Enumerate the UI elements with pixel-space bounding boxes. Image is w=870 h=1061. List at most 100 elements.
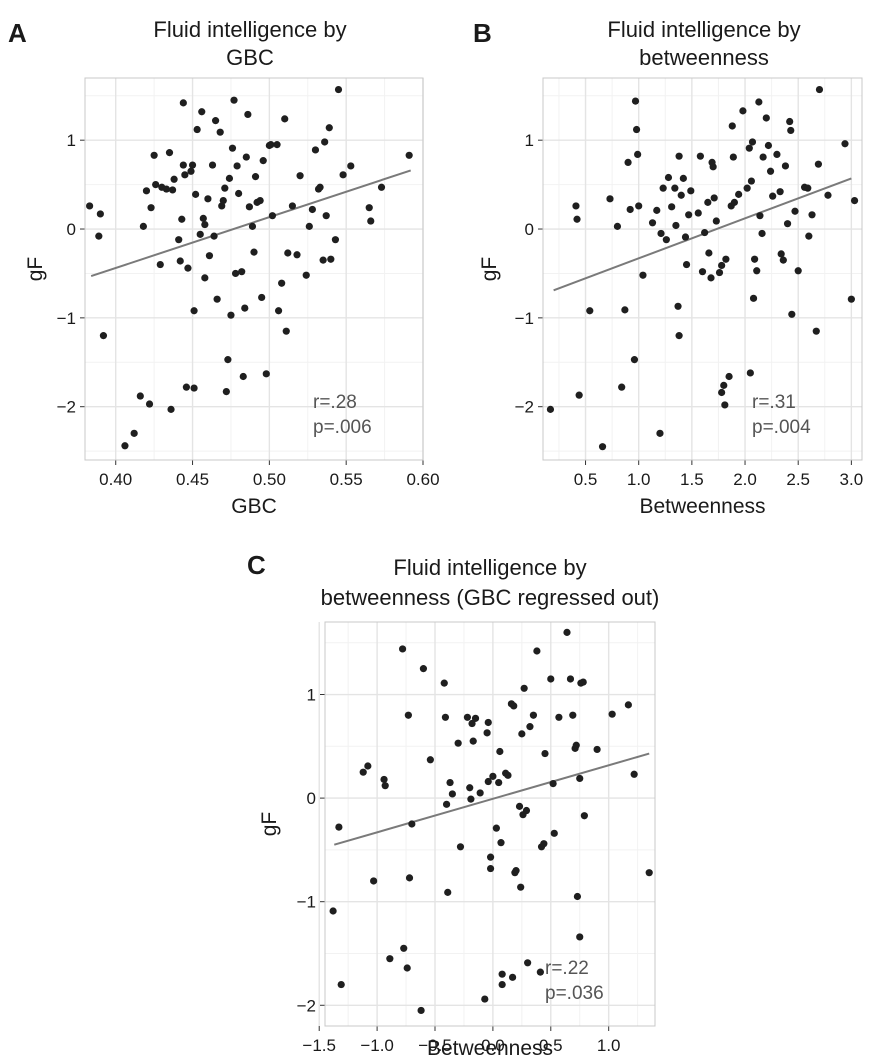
data-point [327,255,335,263]
data-point [497,839,505,847]
data-point [321,138,329,146]
data-point [190,384,198,392]
data-point [624,158,632,166]
data-point [805,232,813,240]
data-point [579,678,587,686]
data-point [701,228,709,237]
data-point [241,304,249,312]
data-point [426,756,434,764]
data-point [847,295,855,303]
x-tick-label: 2.0 [733,470,757,489]
data-point [751,255,759,263]
correlation-p: p=.004 [752,417,811,438]
data-point [273,141,281,149]
x-tick-label: 0.45 [176,470,209,489]
data-point [165,149,174,157]
data-point [630,770,638,778]
data-point [586,307,594,315]
data-point [463,713,472,721]
data-point [192,190,200,198]
data-point [467,795,475,803]
data-point [546,405,555,413]
y-tick-label: −2 [57,398,76,417]
data-point [274,307,283,315]
data-point [454,739,462,747]
data-point [476,789,484,797]
data-point [550,829,558,837]
data-point [204,195,212,203]
data-point [753,267,761,275]
data-point [606,195,614,203]
data-point [569,711,577,719]
y-tick-label: 0 [67,220,76,239]
data-point [707,274,715,282]
data-point [498,980,506,989]
x-axis-label: Betweenness [427,1037,553,1060]
data-point [517,883,525,891]
data-point [481,995,489,1003]
data-point [230,96,238,104]
data-point [496,747,504,756]
data-point [749,294,758,302]
data-point [547,675,555,683]
data-point [656,429,664,437]
data-point [347,162,355,170]
data-point [824,191,832,199]
y-tick-label: −2 [515,398,534,417]
data-point [510,702,518,710]
data-point [178,215,186,223]
data-point [781,162,790,170]
data-point [325,124,333,132]
data-point [145,400,154,408]
data-point [331,236,340,244]
data-point [167,405,175,413]
data-point [231,269,240,278]
x-tick-label: 3.0 [840,470,864,489]
data-point [850,196,859,205]
data-point [788,310,796,318]
data-point [745,144,753,152]
data-point [136,392,144,400]
panel-letter: C [247,550,266,580]
data-point [645,869,653,877]
data-point [512,867,520,875]
data-point [233,162,241,170]
x-axis-label: GBC [231,495,277,518]
data-point [687,187,695,195]
data-point [573,215,581,223]
data-point [367,217,375,225]
plot-frame [542,77,863,461]
data-point [456,843,465,851]
data-point [675,152,683,160]
data-point [244,110,252,119]
data-point [626,205,634,214]
correlation-r: r=.31 [752,392,796,413]
data-point [99,332,108,340]
data-point [664,173,673,182]
data-point [635,202,643,210]
data-point [705,249,713,257]
data-point [370,877,378,885]
y-axis-label: gF [258,812,281,837]
data-point [720,381,728,389]
data-point [267,141,275,149]
data-point [364,762,372,770]
x-axis-label: Betweenness [639,495,765,518]
x-tick-label: 0.5 [539,1036,563,1055]
data-point [722,255,730,263]
correlation-p: p=.006 [313,417,372,438]
data-point [380,775,388,784]
data-point [444,888,452,896]
data-point [329,907,337,915]
data-point [190,307,198,315]
data-point [483,729,491,737]
data-point [674,302,682,310]
data-point [227,311,235,319]
data-point [259,157,267,165]
chart-title: Fluid intelligence by [393,555,586,580]
data-point [225,174,234,182]
data-point [498,970,506,978]
y-tick-label: −1 [297,893,316,912]
data-point [573,892,582,901]
data-point [549,780,557,788]
